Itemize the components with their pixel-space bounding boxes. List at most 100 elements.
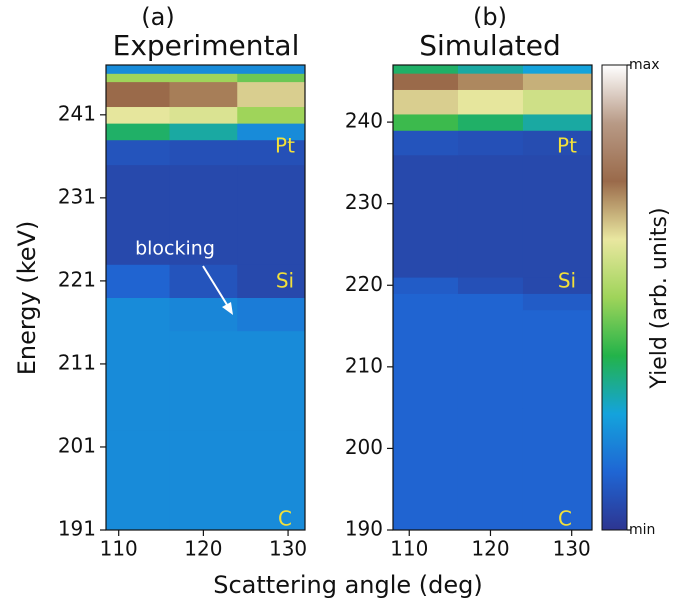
heatmap-cell xyxy=(169,65,238,74)
annotation: blocking xyxy=(135,238,215,260)
heatmap-cell xyxy=(393,407,459,531)
heatmap-cell xyxy=(522,407,593,531)
heatmap-cell xyxy=(106,73,171,83)
heatmap-cell xyxy=(522,73,593,90)
heatmap-cell xyxy=(169,73,238,83)
heatmap-cell xyxy=(237,264,306,298)
y-tick-label: 191 xyxy=(58,517,96,541)
heatmap-cell xyxy=(522,277,593,294)
heatmap-cell xyxy=(106,139,171,166)
heatmap-cell xyxy=(169,430,238,531)
plot-frame xyxy=(105,64,306,531)
heatmap-cell xyxy=(169,264,238,298)
heatmap-cell xyxy=(457,309,524,409)
heatmap-cell xyxy=(106,65,171,74)
heatmap-cell xyxy=(457,89,524,115)
heatmap-cell xyxy=(393,130,459,156)
y-tick-label: 241 xyxy=(58,101,96,125)
heatmap-cell xyxy=(169,297,238,332)
x-tick-label: 110 xyxy=(100,537,138,561)
heatmap-cell xyxy=(169,164,238,265)
heatmap-cell xyxy=(169,123,238,141)
arrow-head xyxy=(222,302,233,315)
heatmap-cell xyxy=(106,164,171,265)
y-tick-label: 211 xyxy=(58,350,96,374)
annotations: Pt Si C blocking Pt Si C xyxy=(135,134,577,531)
heatmap-cell xyxy=(522,130,593,156)
x-tick-label: 120 xyxy=(471,537,509,561)
heatmap-cell xyxy=(106,330,171,431)
colorbar-tick-label: min xyxy=(629,522,655,538)
heatmap-cell xyxy=(393,89,459,115)
y-tick-label: 220 xyxy=(345,272,383,296)
heatmap-cell xyxy=(457,65,524,74)
y-tick-label: 210 xyxy=(345,353,383,377)
heatmap-cell xyxy=(393,73,459,90)
annotation: C xyxy=(558,507,572,531)
heatmap-cell xyxy=(457,407,524,531)
chart-title: Experimental xyxy=(113,29,300,62)
x-tick-label: 130 xyxy=(269,537,307,561)
heatmap-cell xyxy=(457,154,524,278)
y-tick-label: 230 xyxy=(345,190,383,214)
heatmap-cell xyxy=(169,81,238,108)
heatmap-cell xyxy=(237,330,306,431)
heatmap-cell xyxy=(106,123,171,141)
heatmap-cell xyxy=(522,113,593,131)
heatmap-cell xyxy=(106,81,171,108)
heatmap-cell xyxy=(106,297,171,332)
heatmap-cell xyxy=(522,309,593,409)
heatmap-cell xyxy=(237,65,306,74)
heatmap-cell xyxy=(393,293,459,311)
heatmap-cell xyxy=(237,73,306,83)
colorbar-tick-label: max xyxy=(629,57,660,73)
heatmap-cell xyxy=(393,65,459,74)
heatmap-cell xyxy=(457,277,524,294)
colorbar xyxy=(601,64,628,531)
heatmap-cell xyxy=(522,65,593,74)
heatmap-cell xyxy=(237,123,306,141)
annotation: Pt xyxy=(557,134,577,158)
y-tick-label: 221 xyxy=(58,267,96,291)
annotation: C xyxy=(278,507,292,531)
y-tick-label: 200 xyxy=(345,435,383,459)
plots: 110 120 130 191 201 211 221 231 241 110 120 130 190 2… xyxy=(58,57,660,561)
heatmap-cell xyxy=(522,154,593,278)
y-tick-label: 190 xyxy=(345,517,383,541)
x-tick-label: 130 xyxy=(553,537,591,561)
heatmap-cell xyxy=(237,297,306,332)
heatmap-cell xyxy=(457,293,524,311)
heatmap-cell xyxy=(522,89,593,115)
heatmap-cell xyxy=(237,430,306,531)
heatmap-cell xyxy=(393,113,459,131)
heatmap-cell xyxy=(237,81,306,108)
heatmap-cell xyxy=(457,130,524,156)
heatmap-cell xyxy=(393,154,459,278)
arrow xyxy=(202,265,230,309)
y-tick-label: 231 xyxy=(58,184,96,208)
heatmap-cell xyxy=(106,264,171,298)
annotation: Pt xyxy=(275,134,295,158)
x-axis-label: Scattering angle (deg) xyxy=(213,571,483,599)
panel-label: (a) xyxy=(141,3,174,31)
heatmap-cell xyxy=(169,330,238,431)
plot-frame xyxy=(392,64,593,531)
colorbar-label: Yield (arb. units) xyxy=(647,207,672,389)
panel-label: (b) xyxy=(473,3,507,31)
y-tick-label: 201 xyxy=(58,433,96,457)
heatmap-cell xyxy=(237,139,306,166)
heatmap-cell xyxy=(237,106,306,124)
heatmap-cell xyxy=(169,106,238,124)
heatmap-cell xyxy=(457,113,524,131)
heatmap-cell xyxy=(106,106,171,124)
x-tick-label: 120 xyxy=(184,537,222,561)
heatmap-cell xyxy=(106,430,171,531)
annotation: Si xyxy=(558,269,576,293)
y-tick-label: 240 xyxy=(345,109,383,133)
heatmap-cell xyxy=(237,164,306,265)
chart-title: Simulated xyxy=(419,29,561,62)
heatmap-cell xyxy=(457,73,524,90)
annotation: Si xyxy=(276,269,294,293)
heatmap-cell xyxy=(393,309,459,409)
